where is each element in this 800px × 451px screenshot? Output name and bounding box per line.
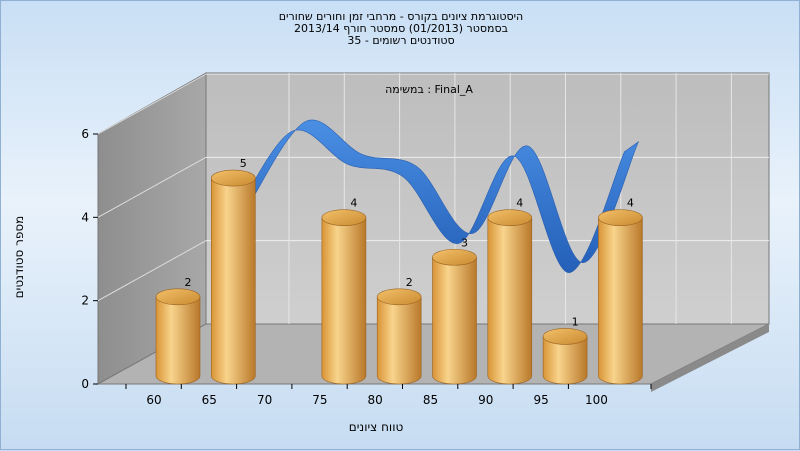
- bar-cap-95: [542, 328, 588, 345]
- data-label-85: 3: [461, 236, 468, 249]
- x-tick-label-70: 70: [257, 393, 272, 407]
- chart-title-line-2: בסמסטר (01/2013) סמסטר חורף 2013/14: [294, 22, 508, 35]
- bar-90: [487, 209, 533, 385]
- bar-60: [155, 288, 201, 385]
- task-annotation: במשימה : Final_A: [385, 83, 473, 96]
- chart-floor-edge: [651, 324, 769, 392]
- bar-body-60: [155, 296, 201, 385]
- ribbon-series: [237, 119, 640, 273]
- y-tick-label-2: 2: [81, 294, 89, 308]
- chart-title-line-3: סטודנטים רשומים - 35: [347, 34, 455, 47]
- bar-body-95: [542, 336, 588, 385]
- data-label-60: 2: [185, 276, 192, 289]
- bar-cap-90: [487, 209, 533, 226]
- y-tick-label-4: 4: [81, 210, 89, 224]
- y-tick-label-6: 6: [81, 127, 89, 141]
- bar-95: [542, 328, 588, 385]
- bar-80: [376, 288, 422, 385]
- x-tick-label-80: 80: [368, 393, 383, 407]
- bar-75: [321, 209, 367, 385]
- gridline-side: [97, 240, 207, 302]
- data-label-65: 5: [240, 157, 247, 170]
- x-tick-label-85: 85: [423, 393, 438, 407]
- bar-body-65: [211, 177, 256, 385]
- y-axis-title: מספר סטודנטים: [12, 216, 26, 299]
- y-tick-label-0: 0: [81, 377, 89, 391]
- bar-cap-65: [211, 169, 256, 187]
- bar-cap-80: [376, 288, 422, 306]
- bar-cap-75: [321, 209, 367, 226]
- x-tick-label-75: 75: [312, 393, 327, 407]
- data-label-90: 4: [516, 197, 523, 210]
- gridline-side: [97, 156, 207, 218]
- data-label-75: 4: [350, 197, 357, 210]
- chart-title-line-1: היסטוגרמת ציונים בקורס - מרחבי זמן וחורי…: [278, 10, 524, 23]
- bar-cap-60: [155, 288, 201, 306]
- x-tick-label-100: 100: [585, 393, 608, 407]
- x-tick-label-90: 90: [478, 393, 493, 407]
- data-label-100: 4: [627, 197, 634, 210]
- bar-cap-85: [432, 248, 477, 266]
- data-label-80: 2: [406, 276, 413, 289]
- bar-body-90: [487, 217, 533, 385]
- bar-body-80: [376, 296, 422, 385]
- x-tick-label-65: 65: [202, 393, 217, 407]
- x-axis-title: טווח ציונים: [349, 420, 404, 434]
- bar-65: [211, 169, 256, 385]
- bar-body-85: [432, 256, 477, 385]
- x-tick-label-60: 60: [146, 393, 161, 407]
- bar-85: [432, 248, 477, 385]
- x-tick-label-95: 95: [533, 393, 548, 407]
- bar-100: [598, 209, 643, 385]
- data-label-95: 1: [572, 315, 579, 328]
- gridline-side: [97, 73, 207, 135]
- bar-cap-100: [598, 209, 643, 226]
- chart-title: היסטוגרמת ציונים בקורס - מרחבי זמן וחורי…: [1, 11, 800, 47]
- bar-body-75: [321, 217, 367, 385]
- bar-body-100: [598, 217, 643, 385]
